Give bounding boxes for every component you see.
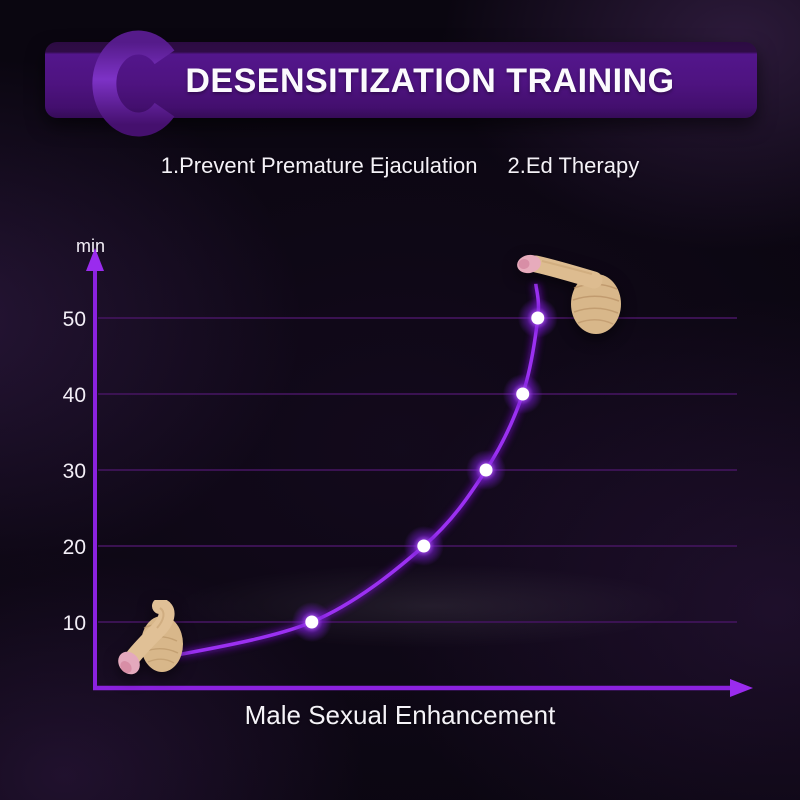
data-point — [516, 387, 530, 401]
data-point — [531, 311, 545, 325]
y-tick-label: 50 — [63, 308, 86, 331]
ribbon-ring-icon — [92, 30, 175, 137]
x-axis-arrow-icon — [730, 679, 753, 697]
y-tick-label: 10 — [63, 612, 86, 635]
y-tick-label: 40 — [63, 384, 86, 407]
y-axis-arrow-icon — [86, 248, 104, 271]
x-axis-title: Male Sexual Enhancement — [244, 700, 556, 730]
page-title: DESENSITIZATION TRAINING — [185, 62, 675, 100]
y-tick-label: 20 — [63, 536, 86, 559]
data-point — [417, 539, 431, 553]
flaccid-penis-illustration — [118, 600, 183, 675]
light-smear — [175, 564, 685, 648]
title-banner: DESENSITIZATION TRAINING — [45, 42, 757, 118]
data-point — [479, 463, 493, 477]
y-tick-label: 30 — [63, 460, 86, 483]
y-axis-title: min — [76, 236, 106, 256]
erect-penis-illustration — [517, 254, 621, 334]
benefits-subtitle: 1.Prevent Premature Ejaculation 2.Ed Ther… — [0, 153, 800, 179]
benefit-2: 2.Ed Therapy — [507, 153, 640, 178]
benefit-1: 1.Prevent Premature Ejaculation — [160, 153, 478, 178]
plot-area: 10 20 30 40 50 — [63, 283, 737, 663]
data-point — [305, 615, 319, 629]
